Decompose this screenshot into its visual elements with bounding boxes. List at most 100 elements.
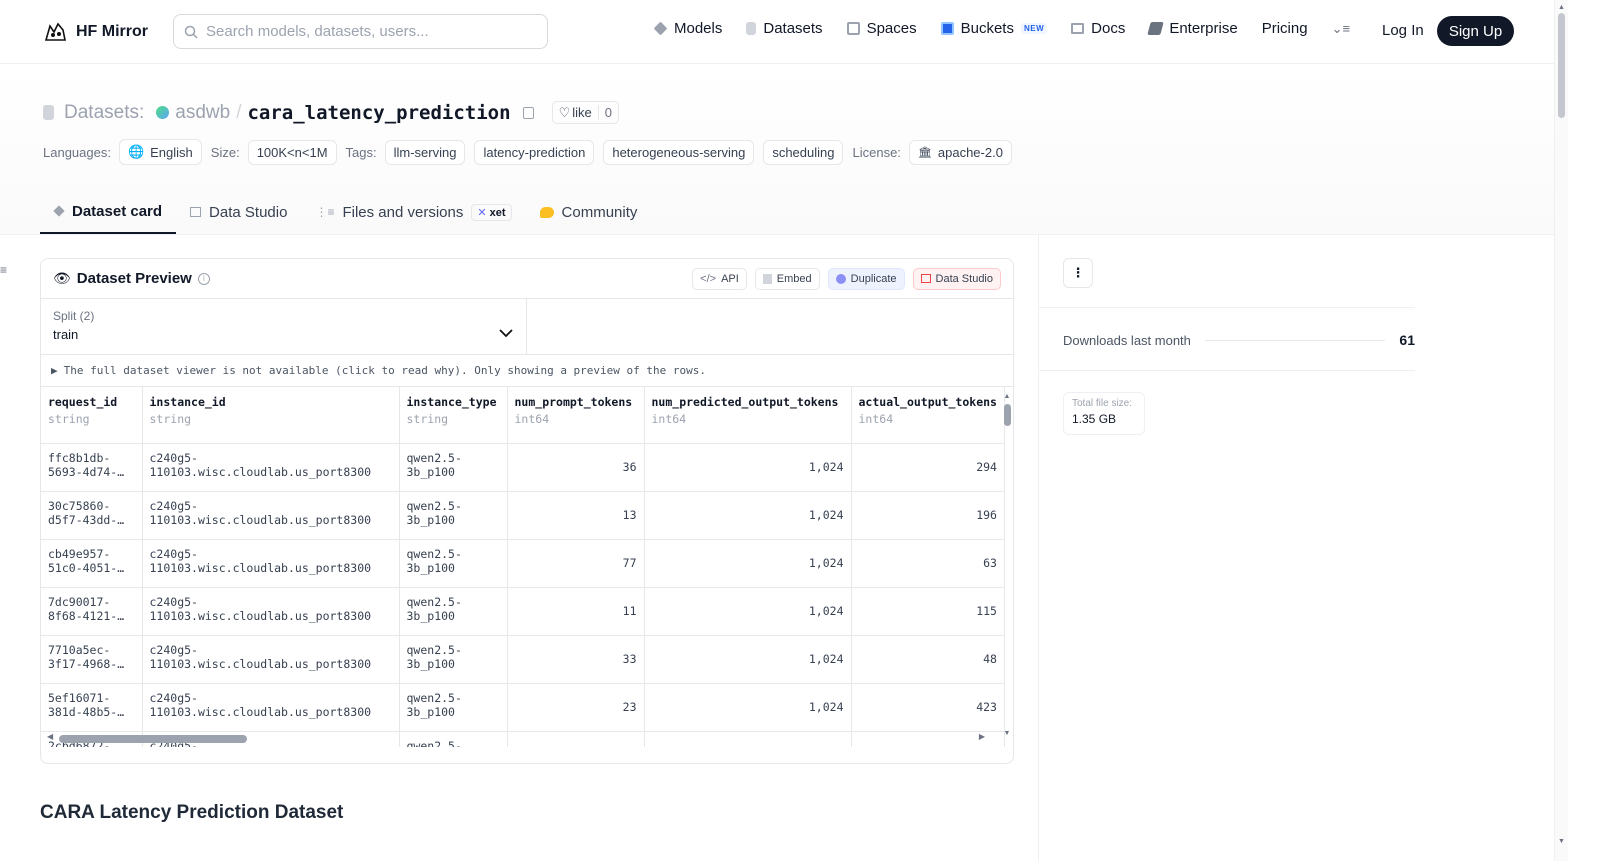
downloads-sparkline [1204,339,1386,341]
data-studio-button-label: Data Studio [935,272,993,285]
more-options-button[interactable]: ⋮ [1063,258,1093,288]
new-badge: NEW [1020,23,1048,34]
xet-badge: ✕ xet [471,203,512,221]
duplicate-button[interactable]: Duplicate [827,267,905,290]
scroll-thumb-horizontal[interactable] [59,735,247,743]
login-link[interactable]: Log In [1382,22,1424,39]
divider [0,234,1554,235]
downloads-value: 61 [1399,332,1415,348]
preview-header: 👁 Dataset Preview i </> API Embed Duplica… [41,259,1013,299]
info-icon[interactable]: i [197,272,210,285]
code-icon: </> [700,272,717,285]
column-name: num_predicted_output_tokens [651,395,839,409]
logo[interactable]: HF Mirror [42,20,148,44]
more-menu-icon: ⌄≡ [1331,20,1351,36]
embed-icon [762,273,772,284]
copy-icon[interactable] [522,106,534,119]
page-scrollbar[interactable]: ▲ ▼ [1554,0,1568,861]
table-cell: qwen2.5- [399,731,508,747]
tab-data-studio[interactable]: Data Studio [176,190,301,234]
tab-community[interactable]: Community [526,190,652,234]
right-sidebar: ⋮ Downloads last month 61 Total file siz… [1038,234,1554,861]
sidebar-divider [1039,307,1415,308]
owner-link[interactable]: asdwb [175,101,231,123]
table-body: ffc8b1db-5693-4d74-… c240g5-110103.wisc.c… [41,443,1005,747]
tag-size[interactable]: 100K<n<1M [247,139,337,165]
table-cell: c240g5-110103.wisc.cloudlab.us_port8300 [142,635,400,684]
table-row[interactable]: cb49e957-51c0-4051-… c240g5-110103.wisc.c… [41,539,1005,588]
page-scroll-down-arrow-icon: ▼ [1558,838,1565,845]
tag-license[interactable]: 🏛 apache-2.0 [908,139,1012,165]
column-header-request-id[interactable]: request_id string [41,387,143,444]
table-cell [507,731,645,747]
scroll-thumb[interactable] [1003,404,1011,426]
nav-pricing[interactable]: Pricing [1262,20,1308,37]
files-icon: ⋮≡ [315,205,335,219]
page-scroll-thumb[interactable] [1558,13,1565,118]
tag-heterogeneous-serving[interactable]: heterogeneous-serving [603,139,755,165]
like-button[interactable]: ♡ like 0 [551,101,619,124]
table-cell: qwen2.5-3b_p100 [399,587,508,636]
table-cell: c240g5-110103.wisc.cloudlab.us_port8300 [142,539,400,588]
table-cell: 77 [507,539,645,588]
table-icon [190,207,202,217]
column-name: instance_type [406,395,497,409]
table-row[interactable]: 7dc90017-8f68-4121-… c240g5-110103.wisc.c… [41,587,1005,636]
toc-toggle-icon[interactable]: ≡ [0,263,8,277]
horizontal-scrollbar[interactable]: ◀ ▶ [47,732,999,743]
datasets-icon [746,22,757,35]
tab-data-studio-label: Data Studio [209,203,288,221]
tab-dataset-card[interactable]: Dataset card [40,190,177,234]
column-type: int64 [514,412,550,426]
table-row[interactable]: 30c75860-d5f7-43dd-… c240g5-110103.wisc.c… [41,491,1005,540]
tag-language[interactable]: 🌐 English [118,139,202,165]
table-row[interactable]: 7710a5ec-3f17-4968-… c240g5-110103.wisc.c… [41,635,1005,684]
split-row: Split (2) train [41,299,1013,355]
table-cell: 1,024 [644,443,852,492]
tab-files[interactable]: ⋮≡ Files and versions ✕ xet [301,190,525,234]
nav-models[interactable]: Models [653,20,722,37]
enterprise-icon [1147,22,1165,35]
table-row[interactable]: 5ef16071-381d-48b5-… c240g5-110103.wisc.c… [41,683,1005,732]
column-header-instance-id[interactable]: instance_id string [142,387,400,444]
viewer-notice[interactable]: ▶ The full dataset viewer is not availabl… [41,355,1013,387]
table-row[interactable]: ffc8b1db-5693-4d74-… c240g5-110103.wisc.c… [41,443,1005,492]
globe-icon: 🌐 [127,144,145,159]
nav-docs-label: Docs [1091,20,1126,37]
nav-spaces[interactable]: Spaces [846,20,917,37]
tag-latency-prediction[interactable]: latency-prediction [474,139,595,165]
dataset-preview: 👁 Dataset Preview i </> API Embed Duplica… [40,258,1014,764]
column-header-actual-output-tokens[interactable]: actual_output_tokens int64 [851,387,1005,444]
embed-button[interactable]: Embed [754,267,820,290]
vertical-scrollbar[interactable]: ▲ ▼ [1003,393,1011,737]
table-cell: 48 [851,635,1005,684]
search-input[interactable]: Search models, datasets, users... [173,14,548,49]
filesize-card: Total file size: 1.35 GB [1063,392,1145,435]
column-header-num-prompt-tokens[interactable]: num_prompt_tokens int64 [507,387,645,444]
split-select[interactable]: Split (2) train [41,299,527,354]
dataset-name[interactable]: cara_latency_prediction [247,101,511,124]
table-cell: qwen2.5-3b_p100 [399,683,508,732]
nav-buckets[interactable]: Buckets NEW [940,20,1048,37]
scroll-left-arrow-icon: ◀ [47,732,54,741]
table-cell: 7dc90017-8f68-4121-… [41,587,143,636]
nav-enterprise[interactable]: Enterprise [1147,20,1238,37]
tag-scheduling[interactable]: scheduling [763,139,844,165]
table-cell: 423 [851,683,1005,732]
api-button[interactable]: </> API [692,267,747,290]
column-name: num_prompt_tokens [514,395,633,409]
owner-avatar [156,106,170,119]
tag-llm-serving[interactable]: llm-serving [384,139,466,165]
xet-badge-label: xet [489,206,506,219]
column-header-instance-type[interactable]: instance_type string [399,387,508,444]
table-cell: 196 [851,491,1005,540]
nav-more-menu[interactable]: ⌄≡ [1332,21,1350,37]
data-studio-button[interactable]: Data Studio [912,267,1001,290]
nav-docs[interactable]: Docs [1071,20,1125,37]
signup-button[interactable]: Sign Up [1437,16,1514,46]
tab-files-label: Files and versions [342,203,464,221]
table-cell: c240g5-110103.wisc.cloudlab.us_port8300 [142,683,400,732]
column-name: instance_id [149,395,226,409]
column-header-num-predicted-output-tokens[interactable]: num_predicted_output_tokens int64 [644,387,852,444]
nav-datasets[interactable]: Datasets [746,20,823,37]
